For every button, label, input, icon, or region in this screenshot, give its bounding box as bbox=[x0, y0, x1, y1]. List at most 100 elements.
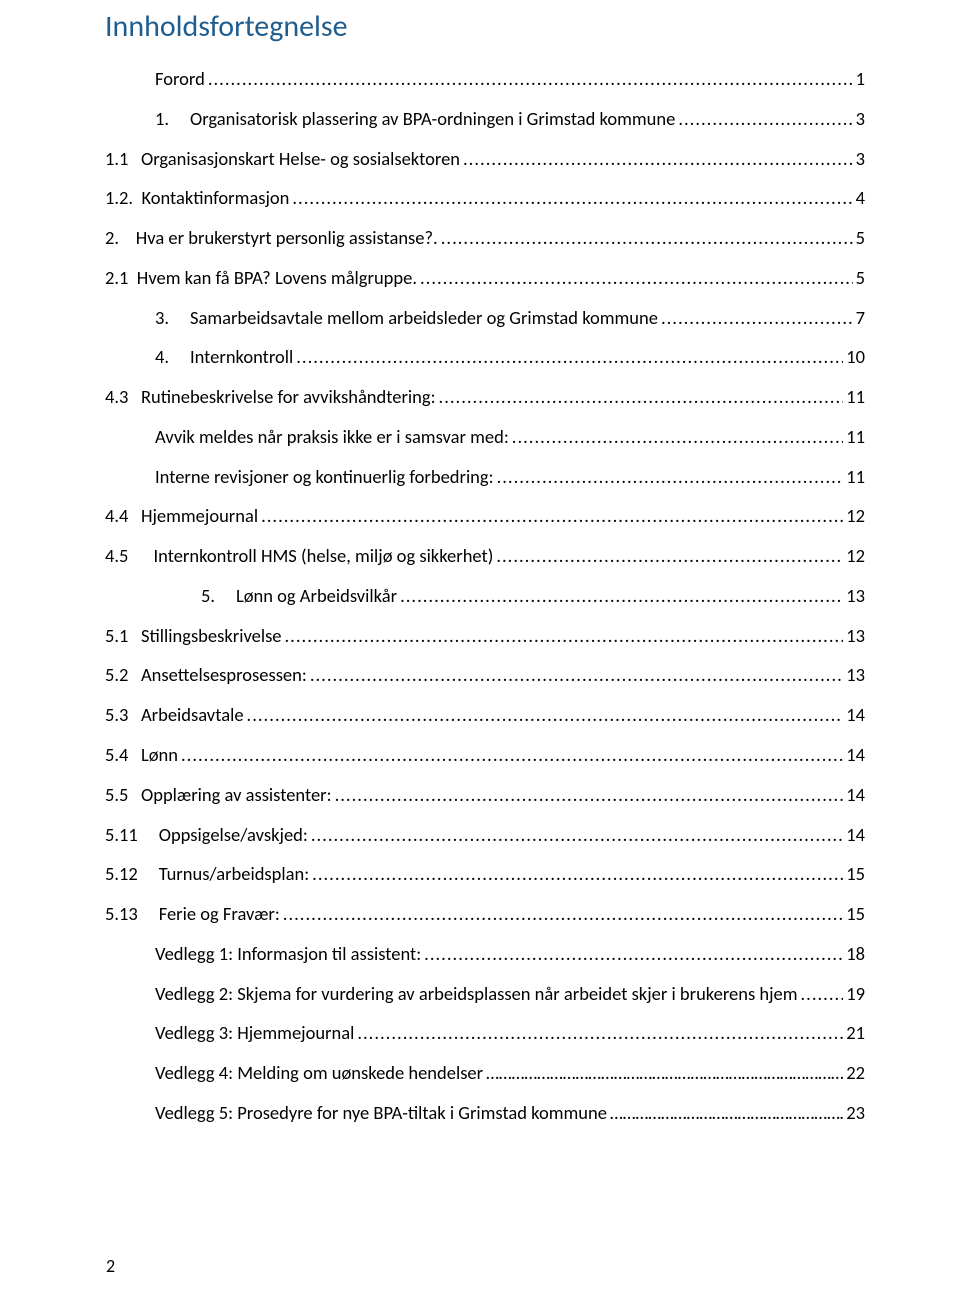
toc-entry-label: Vedlegg 3: Hjemmejournal bbox=[155, 1013, 354, 1053]
toc-entry[interactable]: 4.3 Rutinebeskrivelse for avvikshåndteri… bbox=[105, 377, 865, 417]
toc-entry-page: 4 bbox=[856, 178, 865, 218]
toc-entry-page: 14 bbox=[846, 815, 865, 855]
toc-leader: ........................................… bbox=[463, 139, 853, 179]
toc-entry-label: 4.5 Internkontroll HMS (helse, miljø og … bbox=[105, 536, 493, 576]
toc-leader: ........................................… bbox=[678, 99, 852, 139]
toc-entry[interactable]: 5.5 Opplæring av assistenter:...........… bbox=[105, 775, 865, 815]
toc-leader: ........................................… bbox=[285, 616, 844, 656]
toc-entry-page: 12 bbox=[846, 496, 865, 536]
toc-entry[interactable]: Interne revisjoner og kontinuerlig forbe… bbox=[105, 457, 865, 497]
toc-leader: ........................................… bbox=[420, 258, 853, 298]
toc-entry-label: Vedlegg 1: Informasjon til assistent: bbox=[155, 934, 421, 974]
toc-entry-label: Interne revisjoner og kontinuerlig forbe… bbox=[155, 457, 494, 497]
toc-entry-page: 11 bbox=[846, 417, 865, 457]
toc-entry-page: 14 bbox=[846, 775, 865, 815]
toc-entry[interactable]: Vedlegg 1: Informasjon til assistent:...… bbox=[105, 934, 865, 974]
toc-entry[interactable]: Vedlegg 5: Prosedyre for nye BPA-tiltak … bbox=[105, 1093, 865, 1133]
toc-entry[interactable]: 5.2 Ansettelsesprosessen:...............… bbox=[105, 655, 865, 695]
toc-entry[interactable]: Avvik meldes når praksis ikke er i samsv… bbox=[105, 417, 865, 457]
toc-entry[interactable]: 4. Internkontroll.......................… bbox=[105, 337, 865, 377]
toc-entry[interactable]: Vedlegg 4: Melding om uønskede hendelser… bbox=[105, 1053, 865, 1093]
toc-entry-page: 13 bbox=[846, 616, 865, 656]
toc-leader: ........................................… bbox=[497, 457, 844, 497]
toc-entry-page: 3 bbox=[856, 99, 865, 139]
toc-entry[interactable]: 2. Hva er brukerstyrt personlig assistan… bbox=[105, 218, 865, 258]
toc-entry-page: 18 bbox=[846, 934, 865, 974]
toc-entry-page: 11 bbox=[846, 377, 865, 417]
toc-entry[interactable]: 5.1 Stillingsbeskrivelse................… bbox=[105, 616, 865, 656]
toc-leader: ........................................… bbox=[247, 695, 844, 735]
toc-leader: ........................................… bbox=[312, 854, 843, 894]
toc-entry-page: 14 bbox=[846, 735, 865, 775]
toc-entry[interactable]: 5.4 Lønn................................… bbox=[105, 735, 865, 775]
toc-entry-label: 5.12 Turnus/arbeidsplan: bbox=[105, 854, 309, 894]
toc-leader: ........................................… bbox=[496, 536, 843, 576]
toc-entry-label: Avvik meldes når praksis ikke er i samsv… bbox=[155, 417, 509, 457]
toc-leader: ........................................… bbox=[441, 218, 853, 258]
toc-leader: ........................................… bbox=[400, 576, 843, 616]
toc-leader: ........................................… bbox=[801, 974, 844, 1014]
toc-entry-page: 12 bbox=[846, 536, 865, 576]
toc-entry-page: 3 bbox=[856, 139, 865, 179]
toc-leader: ........................................… bbox=[424, 934, 843, 974]
page-number: 2 bbox=[106, 1255, 115, 1277]
toc-entry-page: 15 bbox=[846, 894, 865, 934]
toc-entry[interactable]: 5.3 Arbeidsavtale.......................… bbox=[105, 695, 865, 735]
toc-entry-page: 11 bbox=[846, 457, 865, 497]
toc-entry-label: 4.4 Hjemmejournal bbox=[105, 496, 258, 536]
toc-leader: ........................................… bbox=[661, 298, 853, 338]
toc-entry-label: 2.1 Hvem kan få BPA? Lovens målgruppe. bbox=[105, 258, 417, 298]
toc-leader: ........................................… bbox=[181, 735, 843, 775]
toc-entry-page: 13 bbox=[846, 576, 865, 616]
toc-entry[interactable]: 3. Samarbeidsavtale mellom arbeidsleder … bbox=[105, 298, 865, 338]
toc-title: Innholdsfortegnelse bbox=[105, 8, 865, 45]
toc-leader: ........................................… bbox=[439, 377, 844, 417]
toc-entry[interactable]: 5. Lønn og Arbeidsvilkår................… bbox=[105, 576, 865, 616]
toc-entry[interactable]: 5.12 Turnus/arbeidsplan:................… bbox=[105, 854, 865, 894]
toc-entry-page: 14 bbox=[846, 695, 865, 735]
toc-entry-label: 1. Organisatorisk plassering av BPA-ordn… bbox=[155, 99, 675, 139]
toc-entry-label: 2. Hva er brukerstyrt personlig assistan… bbox=[105, 218, 438, 258]
toc-leader: …………………………………………………………………………………………………………… bbox=[610, 1093, 843, 1133]
toc-entry-page: 15 bbox=[846, 854, 865, 894]
toc-entry-label: 5.1 Stillingsbeskrivelse bbox=[105, 616, 282, 656]
toc-entry-page: 7 bbox=[856, 298, 865, 338]
toc-leader: ........................................… bbox=[261, 496, 843, 536]
toc-entry-label: 5. Lønn og Arbeidsvilkår bbox=[201, 576, 397, 616]
toc-entry-label: Forord bbox=[155, 59, 205, 99]
toc-entry[interactable]: 4.5 Internkontroll HMS (helse, miljø og … bbox=[105, 536, 865, 576]
toc-leader: ........................................… bbox=[335, 775, 844, 815]
toc-entry[interactable]: 1. Organisatorisk plassering av BPA-ordn… bbox=[105, 99, 865, 139]
toc-entry-label: 4.3 Rutinebeskrivelse for avvikshåndteri… bbox=[105, 377, 436, 417]
toc-leader: ........................................… bbox=[310, 655, 843, 695]
toc-entry-label: 5.11 Oppsigelse/avskjed: bbox=[105, 815, 308, 855]
toc-entry-label: Vedlegg 2: Skjema for vurdering av arbei… bbox=[155, 974, 798, 1014]
toc-entry[interactable]: 5.11 Oppsigelse/avskjed:................… bbox=[105, 815, 865, 855]
toc-entry-label: 1.2. Kontaktinformasjon bbox=[105, 178, 289, 218]
toc-leader: ........................................… bbox=[283, 894, 843, 934]
toc-entry-page: 13 bbox=[846, 655, 865, 695]
toc-entry-label: Vedlegg 4: Melding om uønskede hendelser bbox=[155, 1053, 483, 1093]
toc-entry-page: 19 bbox=[846, 974, 865, 1014]
toc-leader: …………………………………………………………………………………………………………… bbox=[486, 1053, 843, 1093]
toc-entry[interactable]: 4.4 Hjemmejournal.......................… bbox=[105, 496, 865, 536]
toc-entry[interactable]: 1.1 Organisasjonskart Helse- og sosialse… bbox=[105, 139, 865, 179]
toc-entry[interactable]: Vedlegg 2: Skjema for vurdering av arbei… bbox=[105, 974, 865, 1014]
toc-entry[interactable]: Forord..................................… bbox=[105, 59, 865, 99]
toc-entry[interactable]: 1.2. Kontaktinformasjon.................… bbox=[105, 178, 865, 218]
toc-entry-page: 5 bbox=[856, 218, 865, 258]
toc-entry[interactable]: 5.13 Ferie og Fravær:...................… bbox=[105, 894, 865, 934]
toc-entry-label: 5.2 Ansettelsesprosessen: bbox=[105, 655, 307, 695]
toc-entry-label: Vedlegg 5: Prosedyre for nye BPA-tiltak … bbox=[155, 1093, 607, 1133]
toc-entry-label: 5.4 Lønn bbox=[105, 735, 178, 775]
toc-leader: ........................................… bbox=[208, 59, 853, 99]
toc-entry-label: 1.1 Organisasjonskart Helse- og sosialse… bbox=[105, 139, 460, 179]
toc-leader: ........................................… bbox=[311, 815, 843, 855]
toc-leader: ........................................… bbox=[512, 417, 843, 457]
toc-entry-page: 5 bbox=[856, 258, 865, 298]
toc-entry[interactable]: 2.1 Hvem kan få BPA? Lovens målgruppe...… bbox=[105, 258, 865, 298]
toc-leader: ........................................… bbox=[296, 337, 843, 377]
table-of-contents: Forord..................................… bbox=[105, 59, 865, 1133]
toc-entry-label: 4. Internkontroll bbox=[155, 337, 293, 377]
toc-entry[interactable]: Vedlegg 3: Hjemmejournal................… bbox=[105, 1013, 865, 1053]
